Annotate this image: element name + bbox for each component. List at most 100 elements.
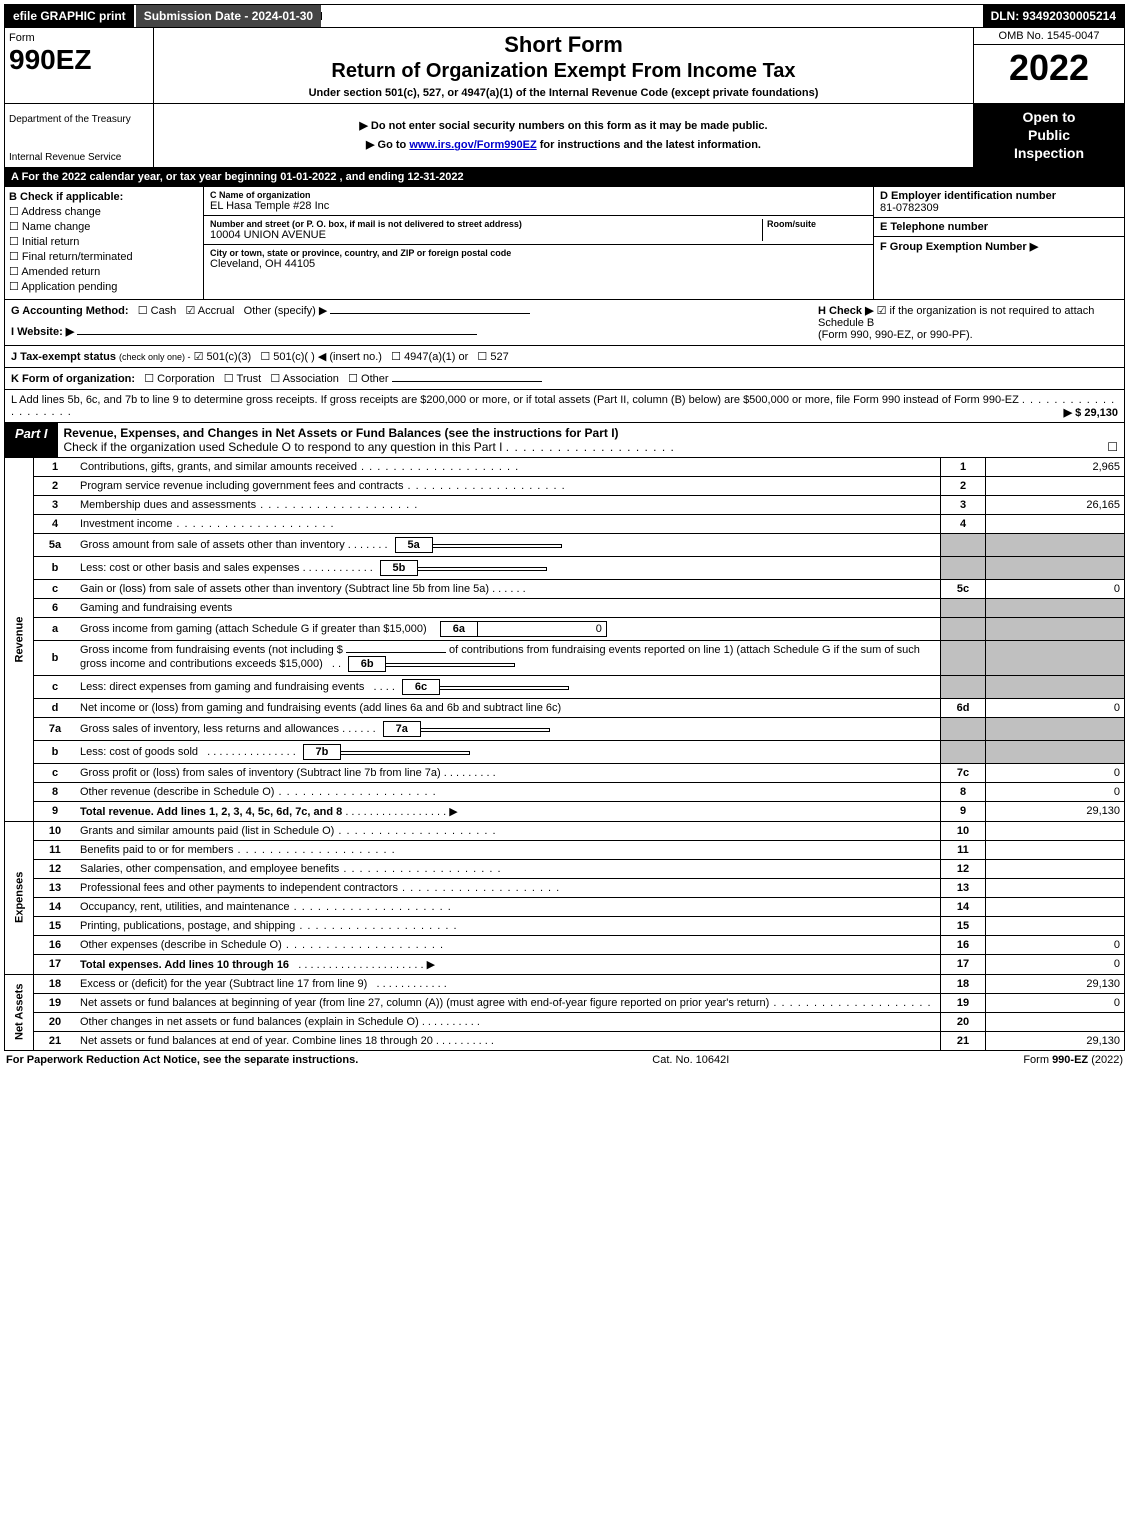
- d-ein: D Employer identification number 81-0782…: [874, 187, 1124, 218]
- calendar-year-line: A For the 2022 calendar year, or tax yea…: [4, 168, 1125, 187]
- goto-suffix: for instructions and the latest informat…: [540, 139, 761, 151]
- city-label: City or town, state or province, country…: [210, 248, 867, 258]
- f-group: F Group Exemption Number ▶: [874, 237, 1124, 256]
- line-17: 17Total expenses. Add lines 10 through 1…: [5, 954, 1125, 974]
- line-13: 13Professional fees and other payments t…: [5, 878, 1125, 897]
- section-c: C Name of organization EL Hasa Temple #2…: [204, 187, 874, 299]
- k-form-org: K Form of organization: ☐ Corporation ☐ …: [4, 368, 1125, 390]
- section-def: D Employer identification number 81-0782…: [874, 187, 1124, 299]
- title-return: Return of Organization Exempt From Incom…: [158, 60, 969, 83]
- part1-header: Part I Revenue, Expenses, and Changes in…: [4, 423, 1125, 458]
- side-revenue: Revenue: [5, 458, 34, 822]
- g-accounting: G Accounting Method: ☐ Cash ☑ Accrual Ot…: [11, 304, 818, 341]
- line-3: 3Membership dues and assessments326,165: [5, 495, 1125, 514]
- street-label: Number and street (or P. O. box, if mail…: [210, 219, 762, 229]
- part1-table: Revenue 1 Contributions, gifts, grants, …: [4, 458, 1125, 1051]
- part1-label: Part I: [5, 423, 58, 457]
- line-4: 4Investment income4: [5, 514, 1125, 533]
- open-line3: Inspection: [978, 144, 1120, 162]
- chk-address-change[interactable]: ☐ Address change: [9, 205, 199, 218]
- line-9: 9Total revenue. Add lines 1, 2, 3, 4, 5c…: [5, 801, 1125, 821]
- tax-year: 2022: [974, 45, 1124, 91]
- g-other[interactable]: Other (specify) ▶: [244, 305, 328, 317]
- top-spacer: [321, 12, 982, 20]
- j-527[interactable]: 527: [490, 351, 508, 363]
- f-label: F Group Exemption Number ▶: [880, 240, 1118, 253]
- j-501c3[interactable]: 501(c)(3): [207, 351, 252, 363]
- efile-print-button[interactable]: efile GRAPHIC print: [5, 5, 134, 27]
- irs-link[interactable]: www.irs.gov/Form990EZ: [409, 139, 536, 151]
- org-name-row: C Name of organization EL Hasa Temple #2…: [204, 187, 873, 216]
- g-cash[interactable]: Cash: [151, 305, 177, 317]
- h-schedule-b: H Check ▶ ☑ if the organization is not r…: [818, 304, 1118, 341]
- k-other[interactable]: Other: [361, 373, 389, 385]
- line-1: Revenue 1 Contributions, gifts, grants, …: [5, 458, 1125, 477]
- open-line1: Open to: [978, 108, 1120, 126]
- line-19: 19Net assets or fund balances at beginni…: [5, 993, 1125, 1012]
- d-label: D Employer identification number: [880, 190, 1118, 202]
- ssn-warning: ▶ Do not enter social security numbers o…: [158, 119, 969, 132]
- b-label: B Check if applicable:: [9, 191, 199, 203]
- line-5a: 5aGross amount from sale of assets other…: [5, 533, 1125, 556]
- line-5b: bLess: cost or other basis and sales exp…: [5, 556, 1125, 579]
- e-label: E Telephone number: [880, 221, 1118, 233]
- d-value: 81-0782309: [880, 202, 1118, 214]
- c-name-label: C Name of organization: [210, 190, 867, 200]
- omb-number: OMB No. 1545-0047: [974, 28, 1124, 45]
- line-14: 14Occupancy, rent, utilities, and mainte…: [5, 897, 1125, 916]
- street-row: Number and street (or P. O. box, if mail…: [204, 216, 873, 245]
- submission-date: Submission Date - 2024-01-30: [134, 5, 321, 27]
- line-15: 15Printing, publications, postage, and s…: [5, 916, 1125, 935]
- city-row: City or town, state or province, country…: [204, 245, 873, 273]
- line-6: 6Gaming and fundraising events: [5, 598, 1125, 617]
- goto-line: ▶ Go to www.irs.gov/Form990EZ for instru…: [158, 138, 969, 151]
- open-public: Open to Public Inspection: [974, 104, 1124, 167]
- j-4947[interactable]: 4947(a)(1) or: [404, 351, 468, 363]
- l-gross-receipts: L Add lines 5b, 6c, and 7b to line 9 to …: [4, 390, 1125, 423]
- line-20: 20Other changes in net assets or fund ba…: [5, 1012, 1125, 1031]
- page-footer: For Paperwork Reduction Act Notice, see …: [4, 1051, 1125, 1069]
- k-assoc[interactable]: Association: [283, 373, 339, 385]
- k-trust[interactable]: Trust: [237, 373, 262, 385]
- chk-name-change[interactable]: ☐ Name change: [9, 220, 199, 233]
- goto-prefix: ▶ Go to: [366, 139, 409, 151]
- k-other-input[interactable]: [392, 381, 542, 382]
- part1-title: Revenue, Expenses, and Changes in Net As…: [58, 423, 1124, 457]
- side-expenses: Expenses: [5, 821, 34, 974]
- website-input[interactable]: [77, 334, 477, 335]
- form-label: Form: [9, 32, 149, 44]
- header-right: OMB No. 1545-0047 2022: [973, 28, 1124, 103]
- chk-final-return[interactable]: ☐ Final return/terminated: [9, 250, 199, 263]
- chk-application-pending[interactable]: ☐ Application pending: [9, 280, 199, 293]
- entity-info-block: B Check if applicable: ☐ Address change …: [4, 187, 1125, 300]
- org-name: EL Hasa Temple #28 Inc: [210, 200, 867, 212]
- line-7c: cGross profit or (loss) from sales of in…: [5, 763, 1125, 782]
- line-6c: cLess: direct expenses from gaming and f…: [5, 675, 1125, 698]
- subtitle: Under section 501(c), 527, or 4947(a)(1)…: [158, 87, 969, 99]
- open-public-box: Open to Public Inspection: [973, 104, 1124, 167]
- footer-formref: Form 990-EZ (2022): [1023, 1054, 1123, 1066]
- line-2: 2Program service revenue including gover…: [5, 476, 1125, 495]
- line-6b: bGross income from fundraising events (n…: [5, 640, 1125, 675]
- line-7a: 7aGross sales of inventory, less returns…: [5, 717, 1125, 740]
- i-website-label: I Website: ▶: [11, 326, 74, 338]
- city-value: Cleveland, OH 44105: [210, 258, 867, 270]
- street-value: 10004 UNION AVENUE: [210, 229, 762, 241]
- e-phone: E Telephone number: [874, 218, 1124, 237]
- g-other-input[interactable]: [330, 313, 530, 314]
- room-label: Room/suite: [767, 219, 867, 229]
- g-accrual[interactable]: Accrual: [198, 305, 235, 317]
- header-mid-info: ▶ Do not enter social security numbers o…: [154, 104, 973, 167]
- footer-catno: Cat. No. 10642I: [652, 1054, 729, 1066]
- info-row: Department of the Treasury Internal Reve…: [4, 104, 1125, 168]
- dept-treasury: Department of the Treasury: [9, 114, 149, 125]
- k-corp[interactable]: Corporation: [157, 373, 214, 385]
- chk-initial-return[interactable]: ☐ Initial return: [9, 235, 199, 248]
- chk-amended-return[interactable]: ☐ Amended return: [9, 265, 199, 278]
- j-501c[interactable]: 501(c)( ) ◀ (insert no.): [273, 351, 382, 363]
- top-bar: efile GRAPHIC print Submission Date - 20…: [4, 4, 1125, 28]
- title-short-form: Short Form: [158, 32, 969, 58]
- form-number: 990EZ: [9, 44, 149, 76]
- line-8: 8Other revenue (describe in Schedule O)8…: [5, 782, 1125, 801]
- form-header: Form 990EZ Short Form Return of Organiza…: [4, 28, 1125, 104]
